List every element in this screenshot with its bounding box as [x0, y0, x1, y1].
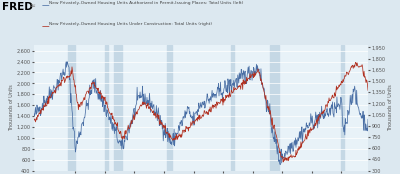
- Text: —: —: [42, 1, 50, 10]
- Bar: [167, 45, 172, 171]
- Text: New Privately-Owned Housing Units Authorized in Permit-Issuing Places: Total Uni: New Privately-Owned Housing Units Author…: [49, 1, 243, 5]
- Bar: [105, 45, 108, 171]
- Bar: [341, 45, 344, 171]
- Text: —: —: [42, 22, 50, 31]
- Text: New Privately-Owned Housing Units Under Construction: Total Units (right): New Privately-Owned Housing Units Under …: [49, 22, 212, 26]
- Y-axis label: Thousands of Units: Thousands of Units: [388, 85, 393, 131]
- Bar: [230, 45, 234, 171]
- Bar: [270, 45, 279, 171]
- Bar: [68, 45, 75, 171]
- Y-axis label: Thousands of Units: Thousands of Units: [9, 85, 14, 131]
- Text: FRED: FRED: [2, 2, 33, 12]
- Text: ≈: ≈: [29, 3, 35, 9]
- Bar: [114, 45, 122, 171]
